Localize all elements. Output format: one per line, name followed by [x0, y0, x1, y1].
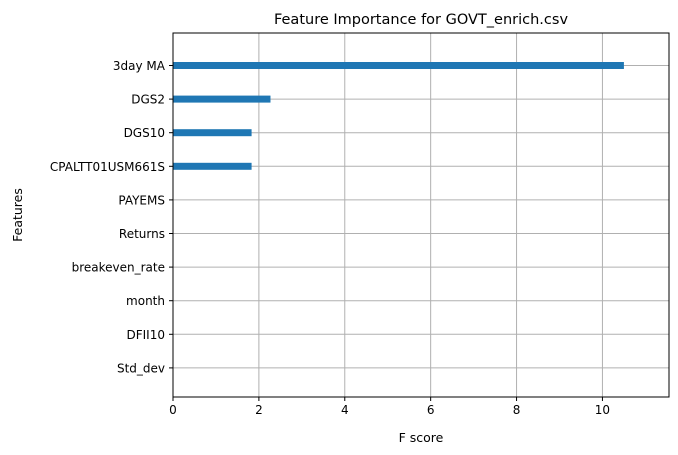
y-axis-label: Features	[10, 188, 25, 242]
bar	[173, 162, 252, 170]
x-tick-label: 4	[341, 403, 349, 417]
x-tick-label: 10	[595, 403, 610, 417]
x-tick-label: 6	[427, 403, 435, 417]
plot-frame	[172, 32, 670, 398]
x-axis-ticks: 0 2 4 6 8 10	[169, 397, 610, 417]
x-axis-label: F score	[399, 430, 444, 445]
chart-title: Feature Importance for GOVT_enrich.csv	[274, 12, 568, 28]
grid-lines	[172, 33, 669, 397]
y-tick-label: breakeven_rate	[72, 261, 165, 275]
x-tick-label: 2	[255, 403, 263, 417]
y-tick-label: CPALTT01USM661S	[50, 160, 165, 174]
x-tick-label: 0	[169, 403, 177, 417]
y-tick-label: Std_dev	[117, 361, 165, 375]
bar	[173, 95, 271, 103]
y-tick-label: month	[126, 294, 165, 308]
y-axis-ticks: 3day MA DGS2 DGS10 CPALTT01USM661S PAYEMS Ret…	[50, 59, 173, 375]
y-tick-label: Returns	[119, 227, 165, 241]
y-tick-label: DGS2	[131, 93, 165, 107]
bars	[173, 62, 624, 170]
y-tick-label: DFII10	[127, 328, 166, 342]
y-tick-label: DGS10	[124, 126, 165, 140]
x-tick-label: 8	[513, 403, 521, 417]
bar	[173, 129, 252, 137]
bar	[173, 62, 624, 69]
y-tick-label: 3day MA	[113, 59, 166, 73]
y-tick-label: PAYEMS	[118, 193, 165, 207]
